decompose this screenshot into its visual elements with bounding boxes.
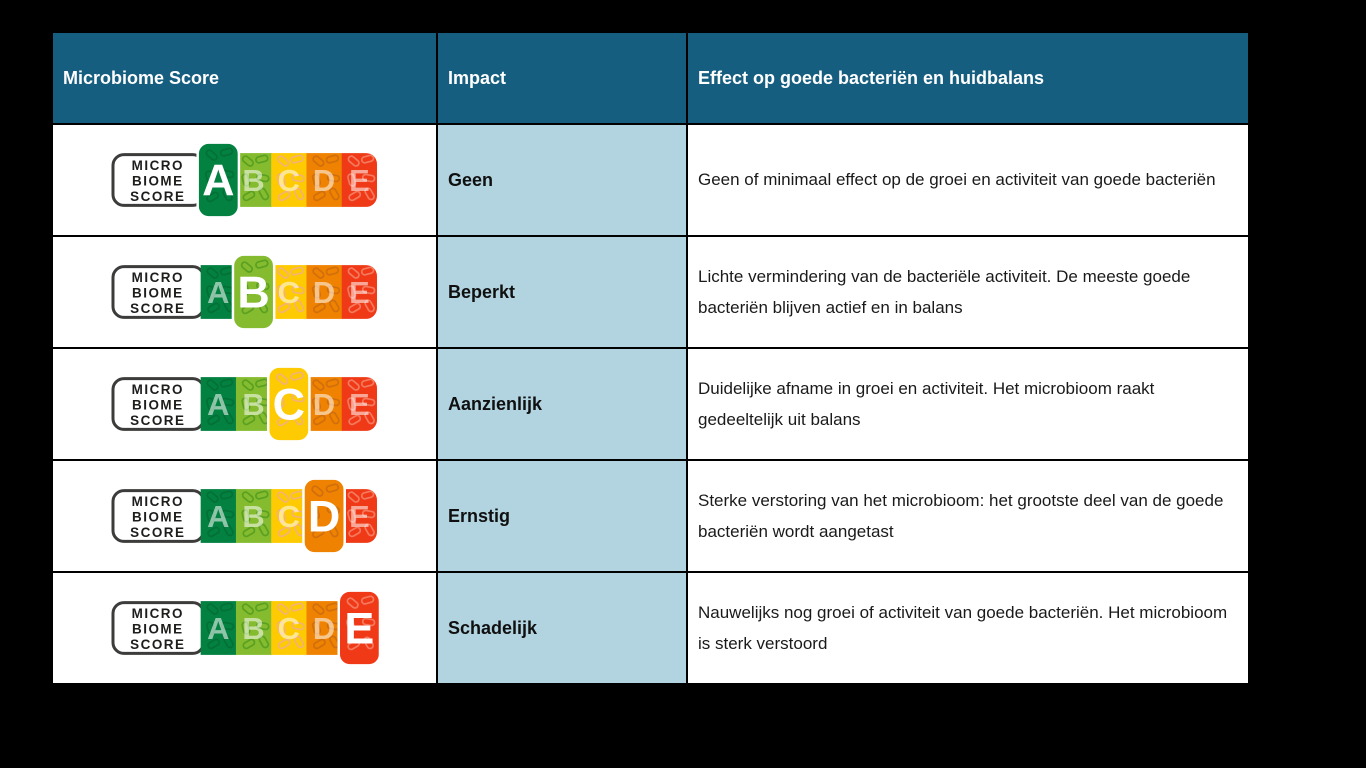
svg-text:BIOME: BIOME	[132, 285, 184, 300]
effect-text: Geen of minimaal effect op de groei en a…	[698, 170, 1216, 190]
svg-text:C: C	[277, 163, 299, 198]
impact-label: Schadelijk	[448, 617, 538, 638]
microbiome-score-badge-b: MICRO BIOME SCORE A C D E B	[109, 252, 381, 332]
svg-text:C: C	[277, 499, 299, 534]
svg-text:A: A	[207, 611, 229, 646]
col-header-microbiome-score: Microbiome Score	[53, 33, 436, 123]
svg-text:A: A	[207, 499, 229, 534]
effect-cell-row-3: Duidelijke afname in groei en activiteit…	[688, 349, 1248, 459]
microbiome-score-badge-c: MICRO BIOME SCORE A B D E C	[109, 364, 381, 444]
score-cell-row-1: MICRO BIOME SCORE B C D E A	[53, 125, 436, 235]
svg-text:B: B	[242, 611, 264, 646]
effect-cell-row-2: Lichte vermindering van de bacteriële ac…	[688, 237, 1248, 347]
impact-cell-row-5: Schadelijk	[438, 573, 686, 683]
microbiome-score-badge-d: MICRO BIOME SCORE A B C E D	[109, 476, 381, 556]
effect-cell-row-4: Sterke verstoring van het microbioom: he…	[688, 461, 1248, 571]
svg-text:SCORE: SCORE	[130, 301, 185, 316]
microbiome-score-badge-a: MICRO BIOME SCORE B C D E A	[109, 140, 381, 220]
effect-cell-row-1: Geen of minimaal effect op de groei en a…	[688, 125, 1248, 235]
impact-label: Beperkt	[448, 281, 516, 302]
svg-text:C: C	[272, 378, 304, 429]
svg-text:E: E	[349, 275, 370, 310]
svg-text:E: E	[344, 602, 374, 653]
svg-text:E: E	[349, 163, 370, 198]
svg-text:BIOME: BIOME	[132, 509, 184, 524]
svg-text:SCORE: SCORE	[130, 413, 185, 428]
col-header-impact: Impact	[438, 33, 686, 123]
impact-cell-row-2: Beperkt	[438, 237, 686, 347]
svg-text:SCORE: SCORE	[130, 525, 185, 540]
svg-text:C: C	[277, 611, 299, 646]
col-header-label: Microbiome Score	[63, 67, 220, 88]
effect-text: Sterke verstoring van het microbioom: he…	[698, 490, 1224, 541]
score-cell-row-2: MICRO BIOME SCORE A C D E B	[53, 237, 436, 347]
col-header-label: Effect op goede bacteriën en huidbalans	[698, 67, 1045, 88]
microbiome-score-badge-e: MICRO BIOME SCORE A B C D E	[109, 588, 381, 668]
svg-text:MICRO: MICRO	[131, 382, 183, 397]
svg-text:BIOME: BIOME	[132, 397, 184, 412]
svg-text:C: C	[277, 275, 299, 310]
score-cell-row-4: MICRO BIOME SCORE A B C E D	[53, 461, 436, 571]
svg-text:MICRO: MICRO	[131, 270, 183, 285]
svg-text:SCORE: SCORE	[130, 637, 185, 652]
svg-text:D: D	[312, 163, 334, 198]
svg-text:A: A	[207, 387, 229, 422]
impact-label: Geen	[448, 169, 494, 190]
score-cell-row-3: MICRO BIOME SCORE A B D E C	[53, 349, 436, 459]
svg-text:SCORE: SCORE	[130, 189, 185, 204]
effect-cell-row-5: Nauwelijks nog groei of activiteit van g…	[688, 573, 1248, 683]
svg-text:BIOME: BIOME	[132, 173, 184, 188]
svg-text:E: E	[349, 499, 370, 534]
svg-text:D: D	[312, 611, 334, 646]
svg-text:B: B	[242, 499, 264, 534]
impact-cell-row-4: Ernstig	[438, 461, 686, 571]
impact-cell-row-3: Aanzienlijk	[438, 349, 686, 459]
svg-text:B: B	[242, 163, 264, 198]
svg-text:A: A	[202, 154, 234, 205]
effect-text: Nauwelijks nog groei of activiteit van g…	[698, 602, 1228, 653]
impact-cell-row-1: Geen	[438, 125, 686, 235]
score-cell-row-5: MICRO BIOME SCORE A B C D E	[53, 573, 436, 683]
effect-text: Lichte vermindering van de bacteriële ac…	[698, 266, 1191, 317]
svg-text:D: D	[312, 387, 334, 422]
col-header-label: Impact	[448, 67, 507, 88]
effect-text: Duidelijke afname in groei en activiteit…	[698, 378, 1155, 429]
svg-text:MICRO: MICRO	[131, 494, 183, 509]
svg-text:E: E	[349, 387, 370, 422]
svg-text:B: B	[242, 387, 264, 422]
svg-text:A: A	[207, 275, 229, 310]
impact-label: Ernstig	[448, 505, 511, 526]
microbiome-score-table: Microbiome Score Impact Effect op goede …	[53, 33, 1248, 683]
svg-text:MICRO: MICRO	[131, 606, 183, 621]
svg-text:MICRO: MICRO	[131, 158, 183, 173]
impact-label: Aanzienlijk	[448, 393, 543, 414]
svg-text:D: D	[312, 275, 334, 310]
col-header-effect: Effect op goede bacteriën en huidbalans	[688, 33, 1248, 123]
svg-text:BIOME: BIOME	[132, 621, 184, 636]
svg-text:B: B	[237, 266, 269, 317]
svg-text:D: D	[307, 490, 339, 541]
